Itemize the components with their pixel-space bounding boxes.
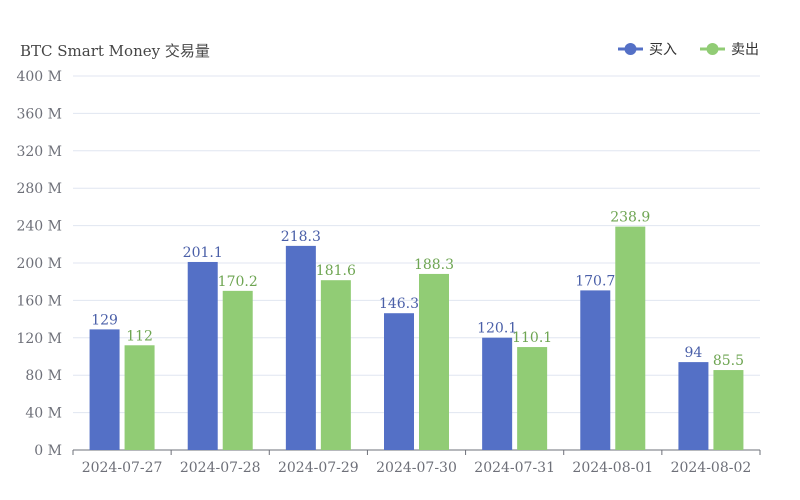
- gridlines: [73, 75, 760, 414]
- data-label: 94: [685, 345, 703, 361]
- legend-item-buy[interactable]: 买入: [618, 42, 677, 58]
- bar-buy[interactable]: [482, 337, 513, 450]
- x-tick-label: 2024-07-29: [278, 460, 359, 476]
- bar-sell[interactable]: [419, 273, 449, 450]
- y-tick-label: 400 M: [16, 69, 62, 85]
- y-tick-label: 280 M: [16, 181, 62, 197]
- bar-buy[interactable]: [89, 329, 120, 450]
- y-tick-label: 200 M: [16, 256, 62, 272]
- bar-buy[interactable]: [384, 313, 414, 450]
- y-tick-label: 240 M: [16, 219, 62, 235]
- bars: [89, 226, 744, 450]
- bar-buy[interactable]: [580, 290, 611, 450]
- data-labels: 129 112 201.1 170.2 218.3 181.6 146.3 188.3 120.…: [91, 210, 744, 369]
- legend-marker-icon: [624, 43, 637, 55]
- bar-sell[interactable]: [222, 290, 253, 450]
- bar-sell[interactable]: [517, 347, 548, 450]
- y-tick-label: 120 M: [16, 331, 62, 347]
- data-label: 201.1: [183, 245, 223, 261]
- legend-marker-icon: [706, 43, 719, 55]
- data-label: 181.6: [316, 263, 356, 279]
- bar-sell[interactable]: [615, 226, 646, 450]
- bar-buy[interactable]: [678, 362, 709, 450]
- y-tick-label: 40 M: [25, 406, 62, 422]
- legend-label: 卖出: [731, 42, 759, 58]
- data-label: 85.5: [713, 353, 744, 369]
- legend-label: 买入: [649, 42, 677, 58]
- x-axis: 2024-07-27 2024-07-28 2024-07-29 2024-07-30…: [72, 449, 761, 476]
- data-label: 129: [91, 312, 118, 328]
- y-axis: 0 M 40 M 80 M 120 M 160 M 200 M 240 M 280 M 320 …: [16, 69, 62, 459]
- data-label: 170.2: [218, 274, 258, 290]
- data-label: 218.3: [281, 229, 321, 245]
- y-tick-label: 320 M: [16, 144, 62, 160]
- bar-sell[interactable]: [320, 280, 351, 450]
- data-label: 188.3: [414, 257, 454, 273]
- data-label: 146.3: [379, 296, 419, 312]
- data-label: 170.7: [575, 273, 615, 289]
- x-tick-label: 2024-07-28: [180, 460, 261, 476]
- bar-buy[interactable]: [187, 261, 218, 450]
- x-tick-label: 2024-07-31: [474, 460, 555, 476]
- bar-sell[interactable]: [713, 370, 744, 450]
- data-label: 120.1: [477, 321, 517, 337]
- bar-sell[interactable]: [124, 345, 155, 450]
- data-label: 112: [126, 328, 153, 344]
- y-tick-label: 80 M: [25, 368, 62, 384]
- legend[interactable]: 买入 卖出: [618, 42, 759, 58]
- y-tick-label: 0 M: [34, 443, 62, 459]
- data-label: 238.9: [610, 210, 650, 226]
- x-tick-label: 2024-08-01: [572, 460, 653, 476]
- x-tick-label: 2024-07-27: [82, 460, 163, 476]
- x-tick-label: 2024-07-30: [376, 460, 457, 476]
- x-tick-label: 2024-08-02: [671, 460, 752, 476]
- y-tick-label: 360 M: [16, 106, 62, 122]
- data-label: 110.1: [512, 330, 552, 346]
- bar-buy[interactable]: [285, 245, 316, 450]
- legend-item-sell[interactable]: 卖出: [700, 42, 759, 58]
- y-tick-label: 160 M: [16, 293, 62, 309]
- chart-title: BTC Smart Money 交易量: [20, 42, 210, 60]
